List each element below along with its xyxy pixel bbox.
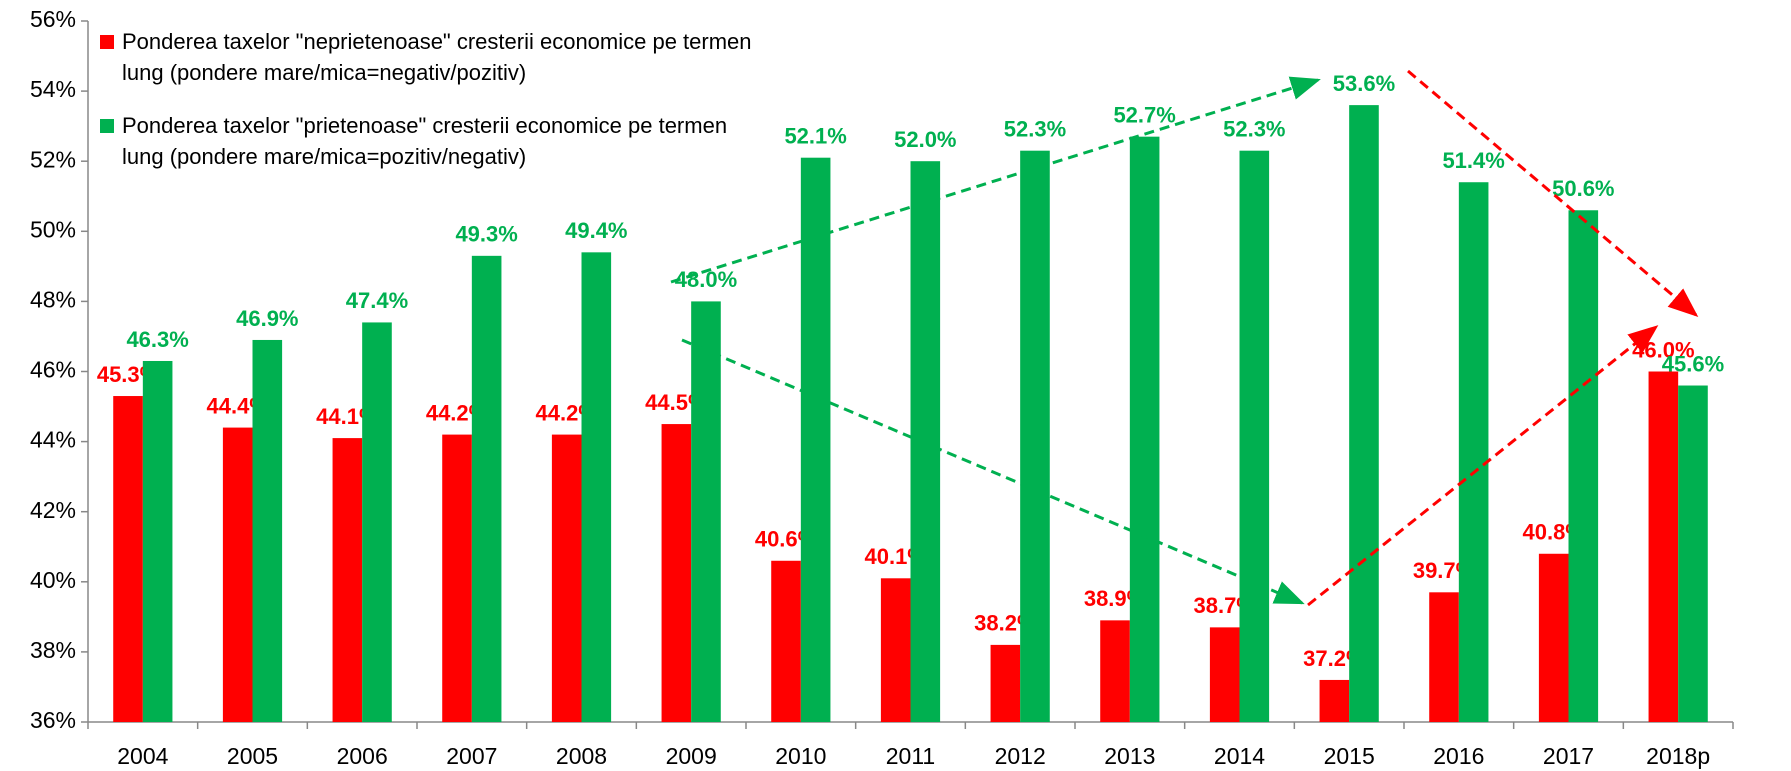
value-label: 51.4% xyxy=(1442,148,1504,173)
bar xyxy=(442,434,472,722)
bar xyxy=(800,157,831,722)
y-tick-label: 42% xyxy=(30,497,76,523)
bar xyxy=(471,255,502,722)
bar xyxy=(1319,679,1350,722)
y-tick-label: 44% xyxy=(30,427,76,453)
y-tick-label: 36% xyxy=(30,707,76,733)
trend-arrows xyxy=(670,69,1699,607)
x-tick-label: 2004 xyxy=(117,743,168,769)
bar xyxy=(1100,620,1130,722)
x-tick-label: 2016 xyxy=(1433,743,1484,769)
trend-arrow xyxy=(670,76,1321,284)
value-label: 52.7% xyxy=(1113,102,1175,127)
value-label: 49.3% xyxy=(455,222,517,247)
x-tick-label: 2011 xyxy=(886,743,935,769)
x-tick-label: 2015 xyxy=(1324,743,1375,769)
x-tick-label: 2006 xyxy=(337,743,388,769)
trend-arrow xyxy=(681,338,1305,605)
bar xyxy=(1349,105,1379,723)
y-tick-label: 54% xyxy=(30,76,76,102)
bar xyxy=(880,578,911,722)
legend-label: Ponderea taxelor "neprietenoase" crester… xyxy=(122,29,752,85)
x-tick-label: 2018p xyxy=(1646,743,1710,769)
x-tick-label: 2010 xyxy=(775,743,826,769)
legend-swatch xyxy=(100,35,114,49)
bar xyxy=(1429,592,1459,722)
y-tick-label: 56% xyxy=(30,6,76,32)
bar xyxy=(551,434,582,722)
bar xyxy=(1538,553,1569,722)
y-tick-label: 46% xyxy=(30,357,76,383)
y-tick-label: 38% xyxy=(30,637,76,663)
value-label: 49.4% xyxy=(565,218,627,243)
legend: Ponderea taxelor "neprietenoase" crester… xyxy=(100,26,770,194)
y-tick-label: 48% xyxy=(30,286,76,312)
bar xyxy=(661,424,692,722)
bar xyxy=(252,339,283,722)
value-label: 47.4% xyxy=(346,288,408,313)
value-label: 46.3% xyxy=(126,327,188,352)
value-label: 45.6% xyxy=(1662,351,1724,376)
y-tick-label: 50% xyxy=(30,216,76,242)
bar xyxy=(142,360,173,722)
value-label: 50.6% xyxy=(1552,176,1614,201)
x-tick-label: 2014 xyxy=(1214,743,1265,769)
legend-label: Ponderea taxelor "prietenoase" cresterii… xyxy=(122,113,728,169)
legend-swatch xyxy=(100,119,114,133)
legend-item: Ponderea taxelor "neprietenoase" crester… xyxy=(100,26,770,88)
bar xyxy=(222,427,253,722)
bar xyxy=(1568,210,1599,722)
bar xyxy=(332,438,363,722)
bar xyxy=(1129,136,1160,723)
bar xyxy=(1239,150,1270,722)
x-tick-label: 2017 xyxy=(1543,743,1594,769)
bar xyxy=(1458,182,1489,723)
bar xyxy=(771,560,801,722)
bar xyxy=(581,252,612,722)
bar xyxy=(1648,371,1679,722)
trend-arrow xyxy=(1307,325,1659,607)
x-tick-label: 2012 xyxy=(995,743,1046,769)
x-tick-label: 2009 xyxy=(666,743,717,769)
bar xyxy=(362,322,392,722)
value-label: 52.3% xyxy=(1004,116,1066,141)
value-label: 46.9% xyxy=(236,306,298,331)
value-label: 52.0% xyxy=(894,127,956,152)
bar xyxy=(1678,385,1708,722)
value-label: 52.3% xyxy=(1223,116,1285,141)
bar xyxy=(691,301,721,722)
y-tick-label: 52% xyxy=(30,146,76,172)
value-label: 53.6% xyxy=(1333,71,1395,96)
bar xyxy=(1020,150,1050,722)
x-tick-label: 2008 xyxy=(556,743,607,769)
bar xyxy=(113,396,143,722)
bar xyxy=(1209,627,1240,722)
value-label: 52.1% xyxy=(784,124,846,149)
bar xyxy=(990,644,1021,722)
x-tick-label: 2005 xyxy=(227,743,278,769)
legend-item: Ponderea taxelor "prietenoase" cresterii… xyxy=(100,110,770,172)
x-tick-label: 2013 xyxy=(1104,743,1155,769)
x-tick-label: 2007 xyxy=(446,743,497,769)
y-tick-label: 40% xyxy=(30,567,76,593)
